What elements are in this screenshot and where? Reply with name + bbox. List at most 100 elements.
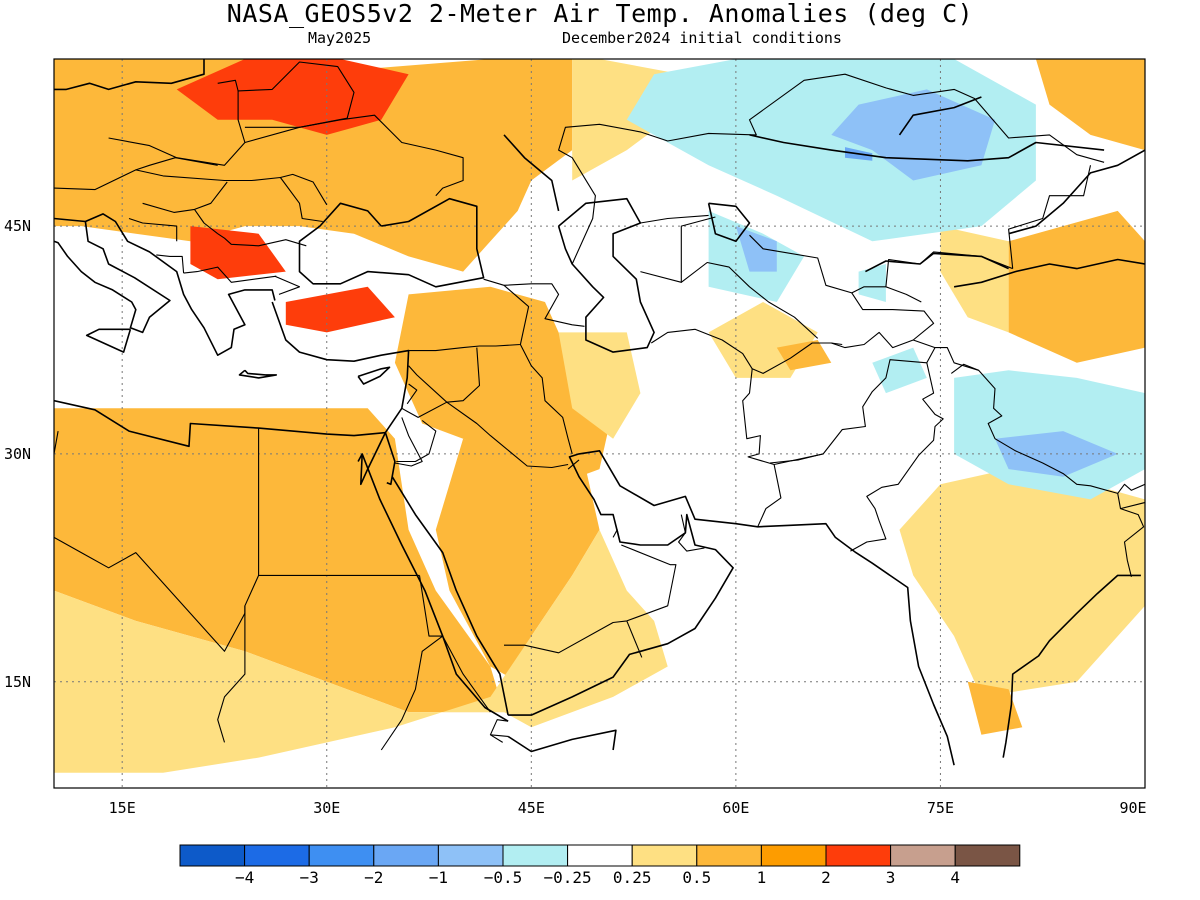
lon-tick-label: 30E xyxy=(313,799,341,817)
coastline xyxy=(1008,149,1145,235)
coastline xyxy=(391,476,509,716)
anomaly-region-1 xyxy=(176,59,409,135)
coastlines-borders xyxy=(54,59,1145,766)
country-border xyxy=(280,173,328,206)
country-border xyxy=(626,620,643,658)
country-border xyxy=(612,529,621,543)
country-border xyxy=(396,420,437,463)
colorbar-box-4 xyxy=(437,844,504,867)
colorbar-box-0 xyxy=(179,844,246,867)
map-frame xyxy=(53,58,1146,789)
coastline xyxy=(54,301,410,448)
colorbar-box-6 xyxy=(567,844,633,867)
anomaly-region-6 xyxy=(558,332,641,439)
country-border xyxy=(680,261,819,339)
colorbar-label: 4 xyxy=(950,868,961,887)
coastline xyxy=(508,449,955,766)
map-title: NASA_GEOS5v2 2-Meter Air Temp. Anomalies… xyxy=(226,0,974,28)
colorbar-boxes xyxy=(179,844,1021,867)
anomaly-region-27 xyxy=(872,347,927,394)
colorbar-box-10 xyxy=(825,844,892,867)
country-border xyxy=(238,61,355,128)
country-border xyxy=(773,453,824,466)
lon-tick-label: 75E xyxy=(926,799,954,817)
country-border xyxy=(380,575,444,751)
country-border xyxy=(831,342,843,346)
country-border xyxy=(640,216,716,283)
anomaly-region-2 xyxy=(190,226,286,280)
country-border xyxy=(490,734,509,737)
country-border xyxy=(935,347,1023,455)
forecast-month: May2025 xyxy=(308,29,372,47)
coastline xyxy=(54,59,205,91)
colorbar-label: −4 xyxy=(234,868,255,887)
colorbar-box-5 xyxy=(502,844,569,867)
coastline xyxy=(507,729,617,753)
graticule xyxy=(54,59,1145,788)
lat-tick-label: 30N xyxy=(4,444,32,463)
lon-tick-label: 90E xyxy=(1119,799,1147,817)
lat-tick-label: 45N xyxy=(4,217,32,236)
country-border xyxy=(678,514,705,552)
country-border xyxy=(1008,165,1092,269)
coastline xyxy=(54,213,276,357)
lon-tick-label: 60E xyxy=(722,799,750,817)
colorbar-box-3 xyxy=(373,844,439,867)
anomaly-region-3 xyxy=(285,286,395,333)
country-border xyxy=(217,233,307,247)
coastline xyxy=(85,328,132,353)
country-border xyxy=(217,605,246,743)
country-border xyxy=(567,459,580,470)
colorbar-label: −2 xyxy=(364,868,384,887)
country-border xyxy=(156,254,185,274)
lon-tick-label: 15E xyxy=(108,799,136,817)
country-border xyxy=(54,169,323,223)
anomaly-region-14 xyxy=(940,226,1009,333)
country-border xyxy=(885,251,1013,287)
country-border xyxy=(519,344,573,455)
coastline xyxy=(361,453,509,722)
country-border xyxy=(194,209,219,235)
colorbar-label: −3 xyxy=(299,868,319,887)
country-border xyxy=(503,283,585,327)
colorbar-label: 0.5 xyxy=(682,868,712,887)
map-layers xyxy=(54,59,1145,788)
country-border xyxy=(274,275,301,295)
colorbar-box-9 xyxy=(760,844,827,867)
coastline xyxy=(557,197,655,353)
country-border xyxy=(401,401,448,418)
coastline xyxy=(238,369,278,379)
lon-tick-label: 45E xyxy=(517,799,545,817)
anomaly-region-16 xyxy=(776,340,832,371)
anomaly-region-13 xyxy=(1008,210,1145,363)
country-border xyxy=(128,217,178,242)
anomaly-region-0 xyxy=(54,59,573,272)
country-border xyxy=(1022,453,1145,494)
country-border xyxy=(446,401,569,469)
country-border xyxy=(408,347,481,403)
coastline xyxy=(298,197,485,288)
country-border xyxy=(54,431,59,454)
coastline xyxy=(749,134,1105,162)
country-border xyxy=(851,286,935,341)
colorbar-label: 0.25 xyxy=(612,868,652,887)
initial-conditions-label: December2024 initial conditions xyxy=(562,29,842,47)
colorbar-box-2 xyxy=(308,844,375,867)
colorbar-box-11 xyxy=(890,844,956,867)
country-border xyxy=(394,417,423,467)
colorbar-box-8 xyxy=(696,844,762,867)
colorbar-box-1 xyxy=(244,844,310,867)
coastline xyxy=(357,432,387,486)
country-border xyxy=(406,383,418,405)
coastline xyxy=(357,366,391,385)
anomaly-region-17 xyxy=(899,469,1145,697)
colorbar-label: 3 xyxy=(885,868,896,887)
country-border xyxy=(850,362,944,552)
colorbar-label: 1 xyxy=(756,868,767,887)
country-border xyxy=(408,278,530,352)
colorbar-box-12 xyxy=(954,844,1021,867)
country-border xyxy=(640,214,709,224)
coastline xyxy=(503,134,560,212)
